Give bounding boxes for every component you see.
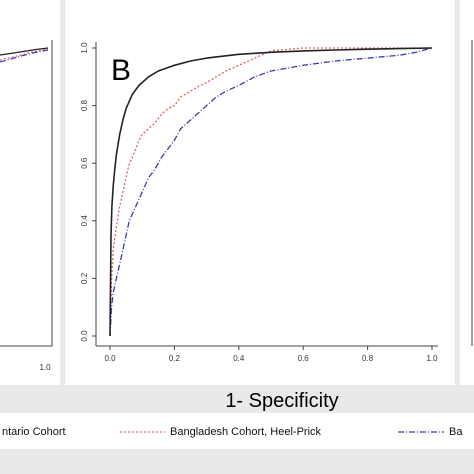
left-curve-dotted: [0, 48, 49, 61]
x-tick-label: 1.0: [426, 354, 438, 363]
legend-label-bangladesh: Ba: [449, 426, 463, 438]
y-tick-label: 0.6: [80, 157, 89, 169]
left-panel-svg: 1.0: [0, 40, 53, 372]
legend: ntario Cohort Bangladesh Cohort, Heel-Pr…: [0, 413, 474, 449]
roc-panel-b: 0.0 0.2 0.4 0.6 0.8 1.0 0.0 0.2 0.4 0.6 0.8 1.0 B: [65, 0, 455, 385]
y-tick-label: 0.4: [80, 215, 89, 227]
series-line-ontario: [109, 47, 433, 337]
x-tick-label: 0.2: [169, 354, 181, 363]
x-tick-label: 0.6: [298, 354, 310, 363]
y-tick-label: 0.0: [80, 330, 89, 342]
left-frame: [0, 40, 53, 347]
series-line-bangladesh: [109, 47, 433, 337]
right-panel-fragment: [460, 0, 474, 385]
series-line-heel-prick: [109, 47, 432, 337]
y-tick-label: 0.2: [80, 272, 89, 284]
x-axis-label: 1- Specificity: [225, 390, 338, 412]
left-x-tick-label: 1.0: [39, 363, 51, 372]
y-tick-label: 1.0: [80, 42, 89, 54]
left-curve-solid: [0, 47, 49, 56]
panel-label: B: [111, 54, 131, 87]
legend-label-heel-prick: Bangladesh Cohort, Heel-Prick: [170, 426, 322, 438]
roc-chart-svg: 0.0 0.2 0.4 0.6 0.8 1.0 0.0 0.2 0.4 0.6 0.8 1.0 B: [80, 42, 438, 363]
x-tick-label: 0.0: [104, 354, 116, 363]
left-panel-fragment: 1.0: [0, 0, 60, 385]
x-tick-label: 0.8: [362, 354, 374, 363]
left-curve-dashdot: [0, 49, 49, 63]
legend-svg: ntario Cohort Bangladesh Cohort, Heel-Pr…: [2, 426, 463, 438]
right-panel-svg: [471, 40, 473, 346]
legend-label-ontario: ntario Cohort: [2, 426, 66, 438]
x-tick-label: 0.4: [233, 354, 245, 363]
xlabel-svg: 1- Specificity: [225, 390, 338, 412]
y-tick-label: 0.8: [80, 99, 89, 111]
